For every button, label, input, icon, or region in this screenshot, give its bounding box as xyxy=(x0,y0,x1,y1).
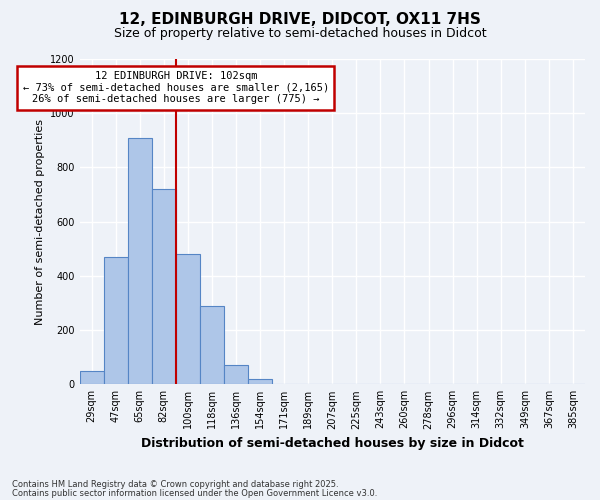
Bar xyxy=(104,257,128,384)
Bar xyxy=(128,138,152,384)
Bar xyxy=(152,189,176,384)
Text: 12 EDINBURGH DRIVE: 102sqm
← 73% of semi-detached houses are smaller (2,165)
26%: 12 EDINBURGH DRIVE: 102sqm ← 73% of semi… xyxy=(23,71,329,104)
Bar xyxy=(224,366,248,384)
Bar xyxy=(176,254,200,384)
Bar xyxy=(80,371,104,384)
Text: 12, EDINBURGH DRIVE, DIDCOT, OX11 7HS: 12, EDINBURGH DRIVE, DIDCOT, OX11 7HS xyxy=(119,12,481,28)
Bar xyxy=(248,379,272,384)
Text: Contains HM Land Registry data © Crown copyright and database right 2025.: Contains HM Land Registry data © Crown c… xyxy=(12,480,338,489)
X-axis label: Distribution of semi-detached houses by size in Didcot: Distribution of semi-detached houses by … xyxy=(141,437,524,450)
Text: Size of property relative to semi-detached houses in Didcot: Size of property relative to semi-detach… xyxy=(113,28,487,40)
Y-axis label: Number of semi-detached properties: Number of semi-detached properties xyxy=(35,118,44,324)
Bar xyxy=(200,306,224,384)
Text: Contains public sector information licensed under the Open Government Licence v3: Contains public sector information licen… xyxy=(12,489,377,498)
